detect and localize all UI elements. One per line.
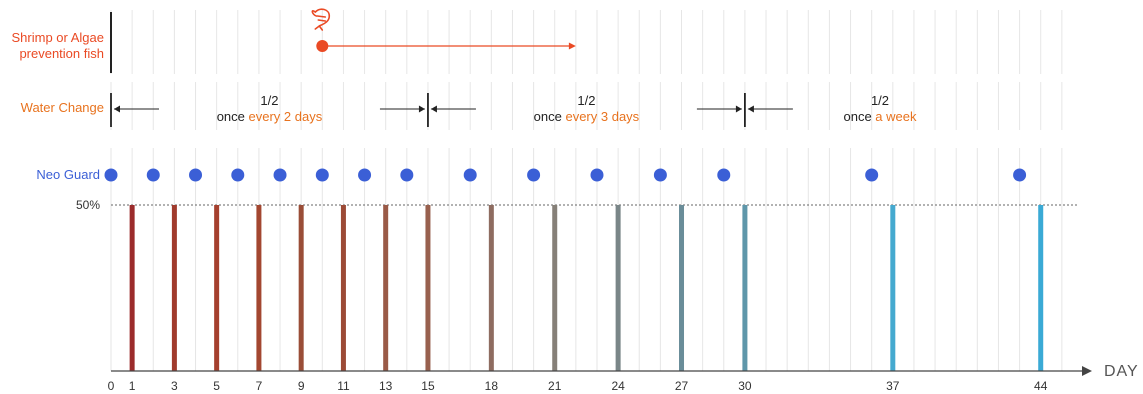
- shrimp-row-label: Shrimp or Algae prevention fish: [4, 30, 105, 62]
- water-right-arrow-head: [735, 105, 742, 113]
- water-left-arrow-head: [114, 105, 120, 113]
- water-change-bar: [129, 205, 135, 371]
- water-left-arrow-head: [430, 105, 437, 113]
- neo-guard-dose-dot: [527, 168, 541, 182]
- neo-guard-row: [104, 168, 1027, 182]
- x-tick-label: 27: [675, 379, 689, 393]
- x-tick-label: 1: [129, 379, 136, 393]
- water-change-bars: [129, 205, 1044, 371]
- segment-fraction: 1/2: [577, 93, 596, 108]
- segment-frequency: a week: [875, 109, 917, 124]
- day-axis: 0 1 3 5 7 9 11 13 15 18 21 24 27 30 37 44: [108, 366, 1092, 393]
- neo-guard-dose-dot: [717, 168, 731, 182]
- x-tick-label: 13: [379, 379, 393, 393]
- water-change-bar: [615, 205, 621, 371]
- water-change-bar: [425, 205, 431, 371]
- water-change-bar: [742, 205, 748, 371]
- segment-frequency: every 3 days: [565, 109, 640, 124]
- neo-guard-dose-dot: [865, 168, 879, 182]
- neo-guard-dose-dot: [400, 168, 414, 182]
- x-tick-label: 0: [108, 379, 115, 393]
- neo-guard-dose-dot: [463, 168, 477, 182]
- water-change-bar: [679, 205, 685, 371]
- water-left-arrow-head: [747, 105, 754, 113]
- neo-guard-dose-dot: [231, 168, 245, 182]
- shrimp-label-line2: prevention fish: [19, 46, 104, 61]
- grid-lines: [110, 10, 1063, 371]
- water-right-arrow-head: [418, 105, 425, 113]
- water-segment-2: 1/2 once every 3 days: [501, 93, 671, 125]
- neo-guard-dose-dot: [146, 168, 160, 182]
- x-axis-label: DAY: [1104, 363, 1139, 380]
- water-change-bar: [552, 205, 558, 371]
- shrimp-row: [110, 8, 576, 73]
- x-tick-label: 5: [213, 379, 220, 393]
- water-change-bar: [340, 205, 346, 371]
- water-change-label: Water Change: [20, 100, 104, 115]
- neo-guard-dose-dot: [1013, 168, 1027, 182]
- neo-guard-dose-dot: [189, 168, 203, 182]
- water-change-bar: [214, 205, 220, 371]
- water-segment-3: 1/2 once a week: [795, 93, 965, 125]
- x-tick-label: 24: [611, 379, 625, 393]
- neo-guard-dose-dot: [358, 168, 372, 182]
- water-change-bar: [488, 205, 494, 371]
- neo-guard-dose-dot: [104, 168, 118, 182]
- x-tick-label: 18: [485, 379, 499, 393]
- water-change-bar: [171, 205, 177, 371]
- x-tick-label: 30: [738, 379, 752, 393]
- neo-guard-label: Neo Guard: [36, 167, 100, 182]
- neo-guard-dose-dot: [590, 168, 604, 182]
- water-change-bar: [298, 205, 304, 371]
- x-tick-label: 9: [298, 379, 305, 393]
- water-change-bar: [383, 205, 389, 371]
- water-segment-1: 1/2 once every 2 days: [184, 93, 354, 125]
- x-tick-label: 44: [1034, 379, 1048, 393]
- shrimp-label-line1: Shrimp or Algae: [11, 30, 105, 45]
- x-tick-label: 21: [548, 379, 562, 393]
- x-axis-arrowhead: [1082, 366, 1092, 376]
- neo-guard-dose-dot: [653, 168, 667, 182]
- x-tick-label: 37: [886, 379, 900, 393]
- x-tick-label: 11: [337, 379, 350, 393]
- neo-guard-dose-dot: [315, 168, 329, 182]
- reference-line-label: 50%: [75, 198, 100, 212]
- water-change-bar: [1038, 205, 1044, 371]
- segment-frequency: every 2 days: [248, 109, 323, 124]
- x-tick-label: 3: [171, 379, 178, 393]
- neo-guard-dose-dot: [273, 168, 287, 182]
- segment-prefix: once: [216, 109, 249, 124]
- shrimp-start-dot: [316, 40, 329, 52]
- segment-fraction: 1/2: [260, 93, 279, 108]
- shrimp-arrowhead: [568, 42, 576, 50]
- x-tick-label: 15: [421, 379, 435, 393]
- x-tick-label: 7: [256, 379, 263, 393]
- segment-fraction: 1/2: [870, 93, 890, 108]
- shrimp-icon: [311, 8, 331, 31]
- water-change-bar: [890, 205, 896, 371]
- water-change-bar: [256, 205, 262, 371]
- water-change-row: [110, 93, 793, 127]
- segment-prefix: once: [843, 109, 876, 124]
- segment-prefix: once: [533, 109, 566, 124]
